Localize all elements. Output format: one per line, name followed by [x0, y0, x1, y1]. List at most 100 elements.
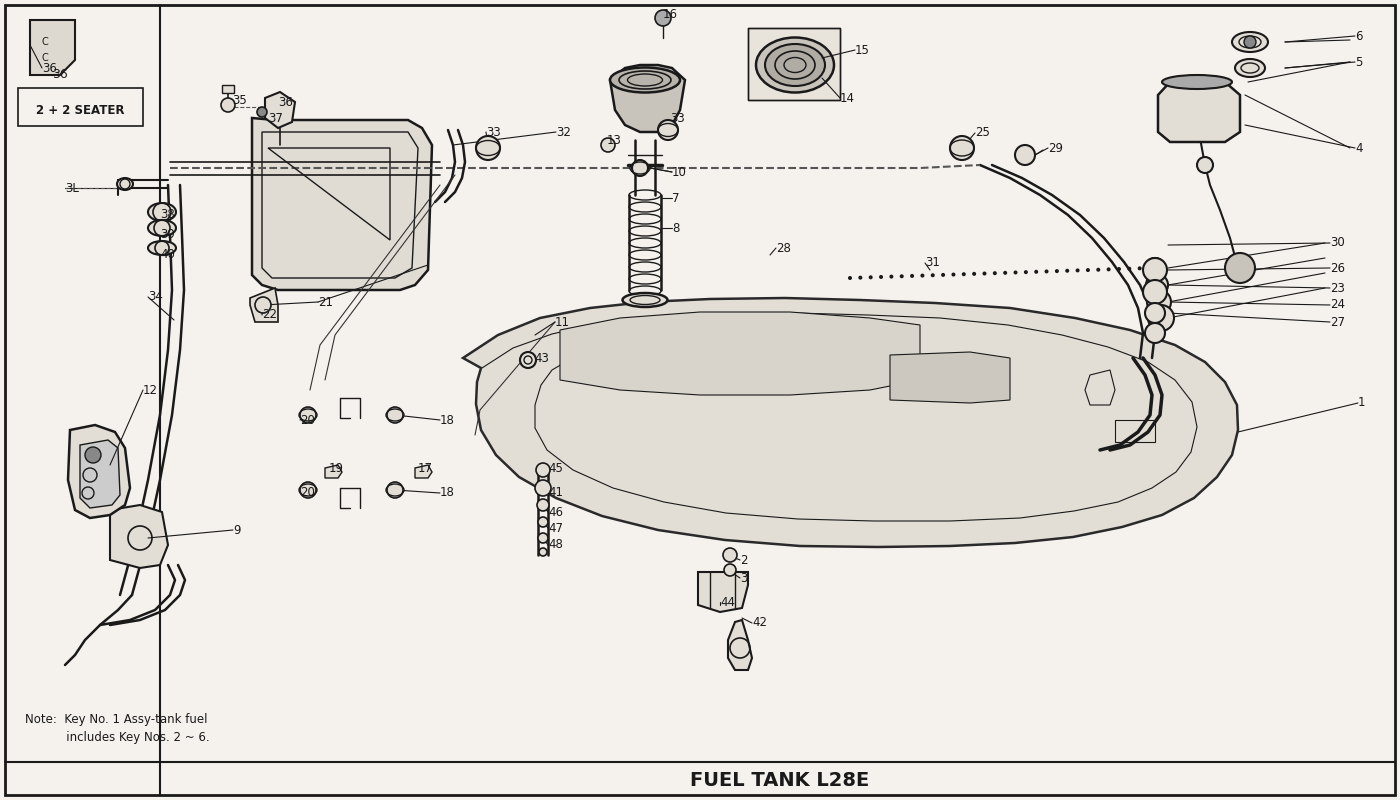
Text: 7: 7 — [672, 191, 679, 205]
Circle shape — [538, 533, 547, 543]
Circle shape — [1145, 303, 1165, 323]
Text: 34: 34 — [148, 290, 162, 303]
Text: 29: 29 — [1049, 142, 1063, 154]
Text: 36: 36 — [42, 62, 57, 74]
Circle shape — [1035, 270, 1039, 274]
Text: 19: 19 — [329, 462, 344, 474]
Polygon shape — [748, 28, 840, 100]
Polygon shape — [252, 118, 433, 290]
Ellipse shape — [1232, 32, 1268, 52]
Text: 39: 39 — [160, 229, 175, 242]
Text: 12: 12 — [143, 383, 158, 397]
Text: 41: 41 — [547, 486, 563, 498]
Text: 1: 1 — [1358, 397, 1365, 410]
Circle shape — [858, 276, 862, 280]
Text: 23: 23 — [1330, 282, 1345, 294]
Text: 2 + 2 SEATER: 2 + 2 SEATER — [36, 103, 125, 117]
Circle shape — [85, 447, 101, 463]
Circle shape — [1065, 269, 1070, 273]
Bar — [223, 85, 234, 93]
Text: 11: 11 — [554, 315, 570, 329]
Text: 3: 3 — [741, 571, 748, 585]
Circle shape — [1044, 270, 1049, 274]
Text: 30: 30 — [1330, 237, 1345, 250]
Circle shape — [1142, 280, 1168, 304]
Text: 22: 22 — [262, 309, 277, 322]
Circle shape — [258, 107, 267, 117]
Text: 36: 36 — [52, 69, 67, 82]
Text: 20: 20 — [300, 486, 315, 499]
Text: 6: 6 — [1355, 30, 1362, 42]
Text: 10: 10 — [672, 166, 687, 178]
Circle shape — [535, 480, 552, 496]
Circle shape — [1197, 157, 1212, 173]
Text: 5: 5 — [1355, 55, 1362, 69]
Circle shape — [1147, 274, 1168, 296]
Circle shape — [1148, 305, 1175, 331]
Circle shape — [655, 10, 671, 26]
Ellipse shape — [756, 38, 834, 93]
Text: 9: 9 — [232, 523, 241, 537]
Text: 44: 44 — [720, 595, 735, 609]
Circle shape — [1004, 271, 1007, 275]
Circle shape — [1145, 258, 1165, 278]
Ellipse shape — [148, 241, 176, 255]
Circle shape — [538, 517, 547, 527]
Text: 48: 48 — [547, 538, 563, 551]
Circle shape — [1147, 290, 1170, 314]
Polygon shape — [80, 440, 120, 508]
Text: 33: 33 — [486, 126, 501, 138]
Circle shape — [952, 273, 955, 277]
Circle shape — [1014, 270, 1018, 274]
Text: 31: 31 — [925, 257, 939, 270]
Circle shape — [722, 548, 736, 562]
Circle shape — [1086, 268, 1091, 272]
Text: 45: 45 — [547, 462, 563, 474]
Ellipse shape — [764, 44, 825, 86]
Circle shape — [1023, 270, 1028, 274]
Polygon shape — [560, 312, 920, 395]
Circle shape — [539, 548, 547, 556]
Polygon shape — [463, 298, 1238, 547]
Text: 32: 32 — [556, 126, 571, 138]
Text: 26: 26 — [1330, 262, 1345, 274]
Circle shape — [1015, 145, 1035, 165]
Circle shape — [1106, 267, 1110, 271]
Text: 38: 38 — [160, 209, 175, 222]
Circle shape — [519, 352, 536, 368]
Circle shape — [300, 482, 316, 498]
Text: 15: 15 — [855, 43, 869, 57]
Circle shape — [631, 160, 648, 176]
Polygon shape — [699, 572, 748, 612]
Text: includes Key Nos. 2 ~ 6.: includes Key Nos. 2 ~ 6. — [25, 730, 210, 743]
Polygon shape — [69, 425, 130, 518]
Text: 2: 2 — [741, 554, 748, 566]
Text: 37: 37 — [267, 111, 283, 125]
Circle shape — [941, 273, 945, 277]
Ellipse shape — [1235, 59, 1266, 77]
Circle shape — [221, 98, 235, 112]
Polygon shape — [265, 92, 295, 128]
Text: 35: 35 — [232, 94, 246, 106]
Ellipse shape — [148, 203, 176, 221]
Text: 3L: 3L — [64, 182, 78, 194]
Text: 43: 43 — [533, 351, 549, 365]
Circle shape — [724, 564, 736, 576]
Circle shape — [1142, 258, 1168, 282]
Text: 25: 25 — [974, 126, 990, 139]
Text: 46: 46 — [547, 506, 563, 518]
Circle shape — [1245, 36, 1256, 48]
Ellipse shape — [623, 293, 668, 307]
Circle shape — [889, 274, 893, 278]
Circle shape — [1138, 266, 1141, 270]
Text: 13: 13 — [608, 134, 622, 146]
Text: 8: 8 — [672, 222, 679, 234]
Circle shape — [920, 274, 924, 278]
Circle shape — [900, 274, 904, 278]
Text: 14: 14 — [840, 91, 855, 105]
Ellipse shape — [610, 67, 680, 93]
Text: 42: 42 — [752, 617, 767, 630]
Text: Note:  Key No. 1 Assy-tank fuel: Note: Key No. 1 Assy-tank fuel — [25, 714, 207, 726]
Bar — [18, 88, 143, 126]
Text: C: C — [42, 37, 49, 47]
